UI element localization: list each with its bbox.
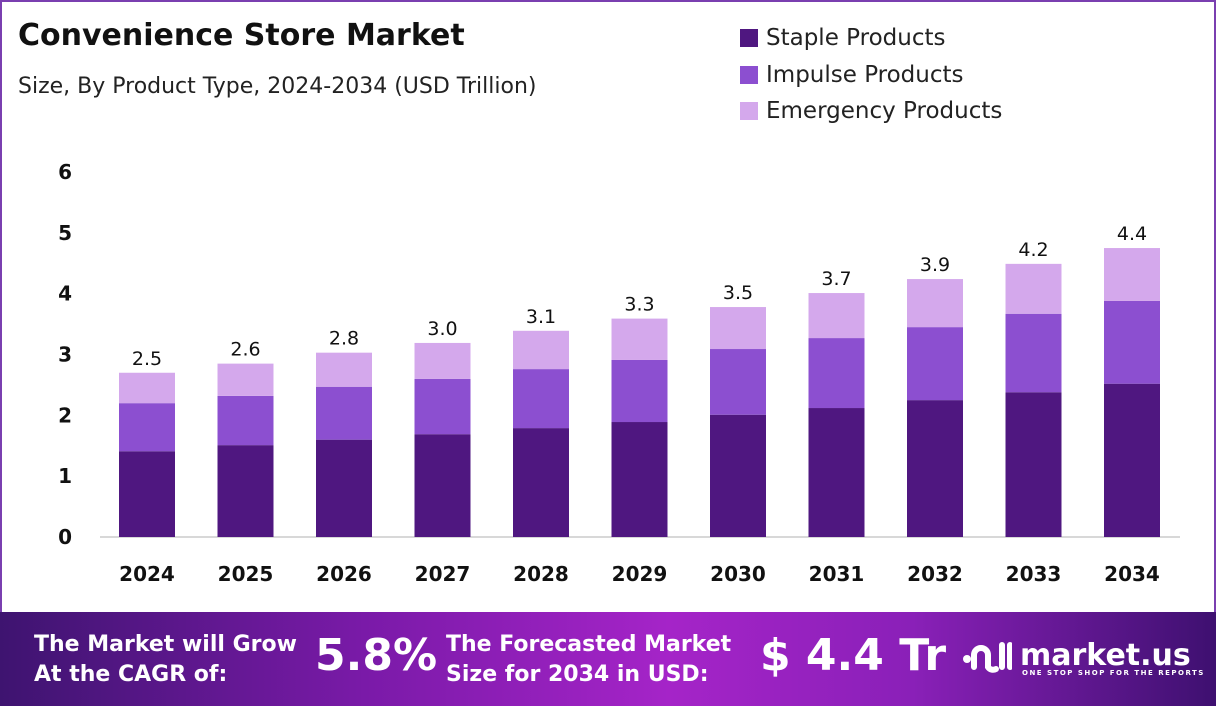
x-tick-label: 2032 xyxy=(907,562,963,586)
legend-swatch xyxy=(740,29,758,48)
x-tick-label: 2033 xyxy=(1006,562,1062,586)
y-tick-label: 3 xyxy=(58,343,72,367)
bar-segment xyxy=(710,414,766,537)
y-tick-label: 2 xyxy=(58,403,72,427)
legend-label: Staple Products xyxy=(766,25,946,52)
bar-segment xyxy=(808,408,865,537)
bar-segment xyxy=(316,352,372,387)
bar-segment xyxy=(414,434,471,537)
data-label: 2.8 xyxy=(329,328,359,350)
bar-segment xyxy=(119,451,175,537)
bar-segment xyxy=(1005,313,1062,393)
chart-title: Convenience Store Market xyxy=(18,18,465,53)
data-label: 4.4 xyxy=(1117,223,1147,245)
legend-item-emergency: Emergency Products xyxy=(740,93,1002,130)
y-tick-label: 5 xyxy=(58,221,72,245)
bar-segment xyxy=(119,372,175,404)
bar-segment xyxy=(1104,248,1160,301)
x-tick-label: 2031 xyxy=(809,562,865,586)
bar-segment xyxy=(513,330,569,370)
data-label: 2.5 xyxy=(132,348,162,370)
legend-swatch xyxy=(740,65,758,84)
bar-segment xyxy=(710,349,766,415)
bar-segment xyxy=(1104,300,1160,384)
data-label: 3.3 xyxy=(624,294,654,316)
x-tick-label: 2028 xyxy=(513,562,569,586)
logo-icon xyxy=(963,642,1012,673)
legend: Staple Products Impulse Products Emergen… xyxy=(740,20,1002,130)
cagr-label-line: The Market will Grow xyxy=(34,632,297,657)
bar-segment xyxy=(808,293,865,339)
bar-segment xyxy=(414,342,471,379)
bar-segment xyxy=(1005,263,1062,314)
legend-swatch xyxy=(740,102,758,121)
x-tick-label: 2029 xyxy=(612,562,668,586)
bar-chart: 0 1 2 3 4 5 6 2.5 2024 2.6 2025 2.8 2026 3.0 2027 3.1 20… xyxy=(58,160,1180,586)
legend-label: Impulse Products xyxy=(766,61,964,88)
legend-label: Emergency Products xyxy=(766,98,1003,125)
brand-name: market.us xyxy=(1020,637,1191,673)
cagr-label-line: At the CAGR of: xyxy=(34,662,228,687)
y-tick-label: 0 xyxy=(58,525,72,549)
forecast-label-line: Size for 2034 in USD: xyxy=(446,662,709,687)
bar-segment xyxy=(316,439,372,537)
y-tick-label: 6 xyxy=(58,160,72,184)
bar-segment xyxy=(316,386,372,440)
brand-tagline: ONE STOP SHOP FOR THE REPORTS xyxy=(1022,668,1205,677)
bar-segment xyxy=(611,318,668,360)
x-tick-label: 2034 xyxy=(1104,562,1160,586)
y-tick-label: 1 xyxy=(58,464,72,488)
y-tick-label: 4 xyxy=(58,282,72,306)
bar-segment xyxy=(119,403,175,452)
bar-segment xyxy=(513,428,569,537)
bar-segment xyxy=(414,378,471,435)
bar-segment xyxy=(907,327,963,401)
forecast-value: $ 4.4 Tr xyxy=(760,630,947,681)
x-tick-label: 2026 xyxy=(316,562,372,586)
x-tick-label: 2030 xyxy=(710,562,766,586)
bar-segment xyxy=(1005,392,1062,537)
data-label: 3.1 xyxy=(526,306,556,328)
data-label: 3.0 xyxy=(427,318,457,340)
bar-segment xyxy=(217,395,274,446)
data-label: 3.7 xyxy=(821,268,851,290)
x-tick-label: 2024 xyxy=(119,562,175,586)
data-label: 4.2 xyxy=(1018,239,1048,261)
cagr-value: 5.8% xyxy=(315,630,438,681)
bar-segment xyxy=(907,400,963,537)
x-tick-label: 2027 xyxy=(415,562,471,586)
footer-banner: The Market will Grow At the CAGR of: 5.8%… xyxy=(0,612,1216,706)
bar-segment xyxy=(1104,383,1160,537)
chart-subtitle: Size, By Product Type, 2024-2034 (USD Tr… xyxy=(18,74,537,99)
data-label: 3.5 xyxy=(723,282,753,304)
bar-segment xyxy=(710,307,766,350)
bar-segment xyxy=(611,359,668,423)
bar-segment xyxy=(907,279,963,328)
data-label: 3.9 xyxy=(920,254,950,276)
legend-item-impulse: Impulse Products xyxy=(740,57,1002,94)
bar-segment xyxy=(513,369,569,429)
data-label: 2.6 xyxy=(230,339,260,361)
x-tick-label: 2025 xyxy=(218,562,274,586)
bar-segment xyxy=(611,422,668,537)
forecast-label: The Forecasted Market Size for 2034 in US… xyxy=(446,630,731,690)
bar-segment xyxy=(217,363,274,396)
brand-logo: market.us ONE STOP SHOP FOR THE REPORTS xyxy=(962,637,1205,677)
cagr-label: The Market will Grow At the CAGR of: xyxy=(34,630,297,690)
forecast-label-line: The Forecasted Market xyxy=(446,632,732,657)
legend-item-staple: Staple Products xyxy=(740,20,1002,57)
bar-segment xyxy=(217,445,274,537)
bar-segment xyxy=(808,338,865,409)
